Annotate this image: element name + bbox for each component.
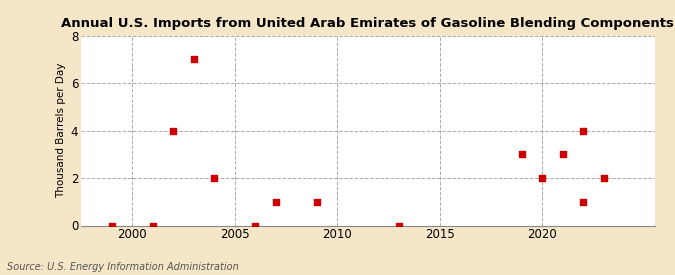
Point <box>188 57 199 62</box>
Point <box>394 223 404 228</box>
Point <box>147 223 158 228</box>
Point <box>209 176 219 180</box>
Point <box>107 223 117 228</box>
Point <box>168 128 179 133</box>
Point <box>598 176 609 180</box>
Point <box>516 152 527 156</box>
Text: Source: U.S. Energy Information Administration: Source: U.S. Energy Information Administ… <box>7 262 238 272</box>
Point <box>270 200 281 204</box>
Point <box>557 152 568 156</box>
Point <box>537 176 547 180</box>
Title: Annual U.S. Imports from United Arab Emirates of Gasoline Blending Components: Annual U.S. Imports from United Arab Emi… <box>61 17 674 31</box>
Point <box>311 200 322 204</box>
Point <box>578 128 589 133</box>
Y-axis label: Thousand Barrels per Day: Thousand Barrels per Day <box>57 63 67 198</box>
Point <box>250 223 261 228</box>
Point <box>578 200 589 204</box>
